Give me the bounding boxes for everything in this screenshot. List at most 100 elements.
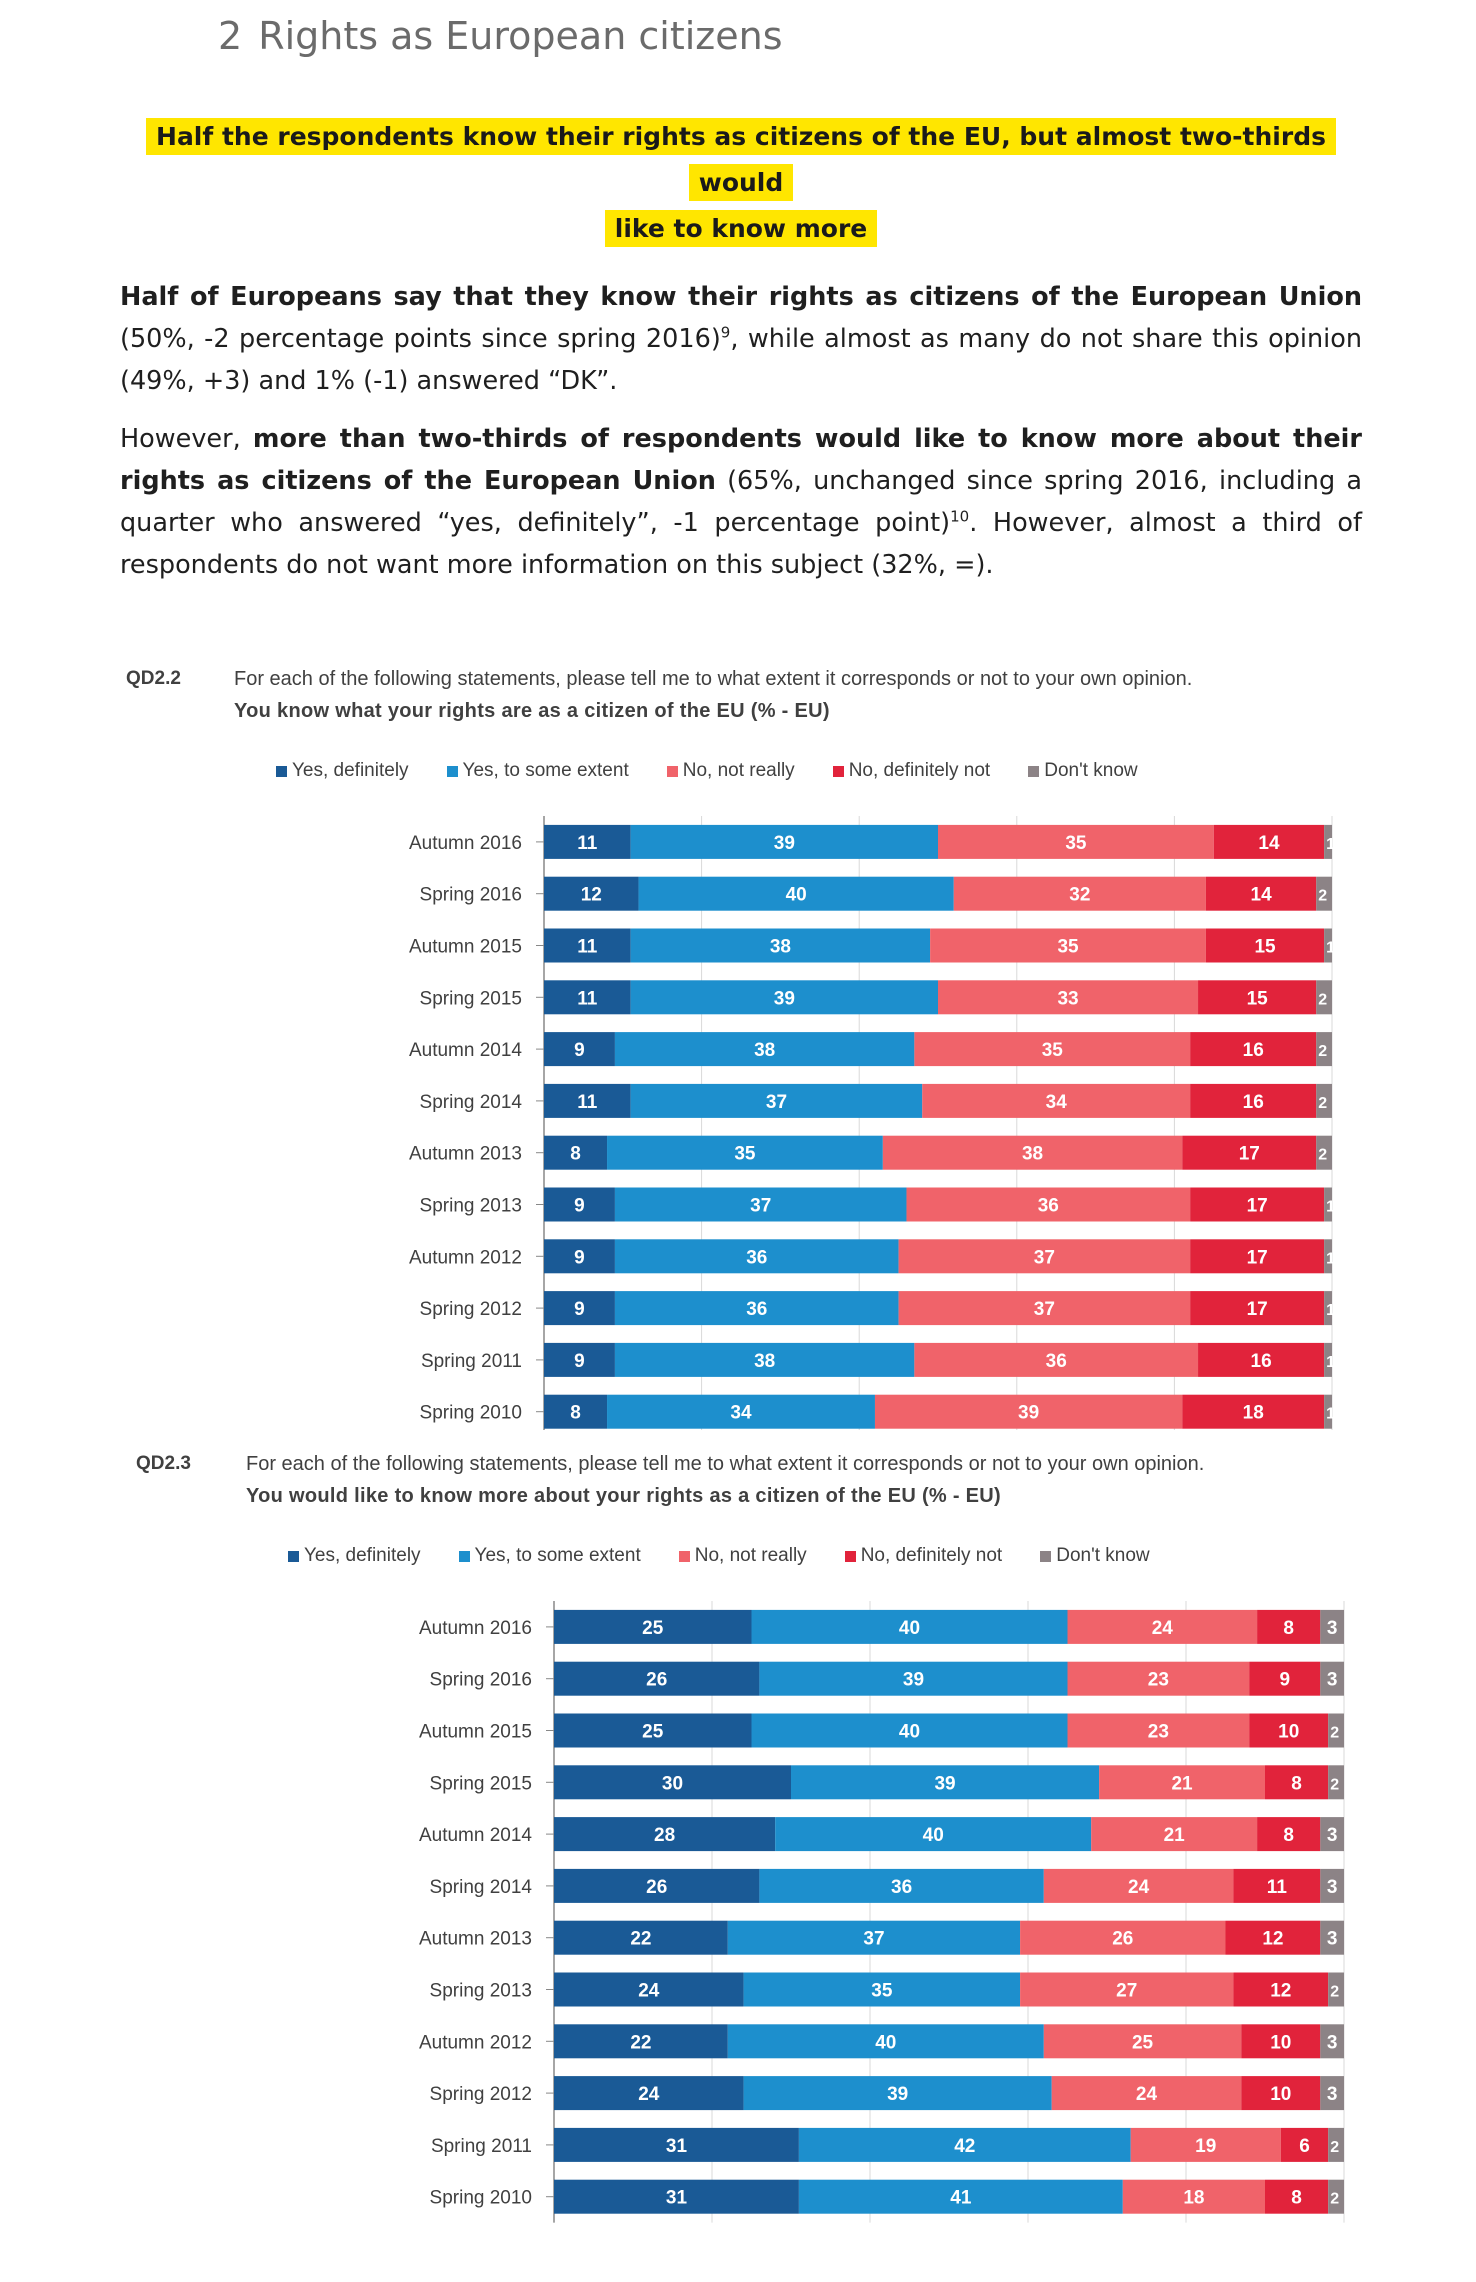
data-label: 36: [891, 1877, 912, 1898]
data-label: 24: [1128, 1877, 1150, 1898]
data-label: 37: [766, 1092, 787, 1113]
data-label: 9: [574, 1247, 585, 1268]
bar-segment: [638, 876, 954, 911]
legend-swatch: [832, 765, 844, 777]
paragraph-2-text-a: (65%, unchanged since spring 2016, inclu…: [120, 466, 1362, 538]
data-label: 8: [1283, 1618, 1294, 1639]
footnote-ref-10[interactable]: 10: [950, 507, 970, 526]
bar-segment: [1324, 1239, 1332, 1274]
data-label: 36: [1038, 1196, 1059, 1217]
data-label: 2: [1330, 1725, 1339, 1742]
data-label: 30: [662, 1773, 683, 1794]
bar-segment: [554, 1765, 791, 1800]
footnote-ref-9[interactable]: 9: [720, 323, 731, 342]
data-label: 35: [1042, 1040, 1064, 1061]
category-label: Autumn 2013: [409, 1144, 522, 1165]
data-label: 17: [1247, 1299, 1268, 1320]
bar-segment: [1213, 824, 1325, 859]
bar-segment: [554, 1817, 776, 1852]
bar-segment: [1324, 1394, 1332, 1429]
data-label: 35: [871, 1981, 893, 2002]
data-label: 26: [646, 1877, 667, 1898]
data-label: 3: [1327, 1825, 1338, 1846]
data-label: 40: [786, 885, 807, 906]
bar-segment: [914, 1342, 1199, 1377]
bar-segment: [614, 1239, 899, 1274]
legend-item-no-definitely: No, definitely not: [844, 1545, 1002, 1567]
bar-segment: [798, 2179, 1123, 2214]
data-label: 23: [1148, 1670, 1169, 1691]
data-label: 37: [1034, 1247, 1055, 1268]
category-label: Autumn 2012: [419, 2032, 532, 2053]
data-label: 1: [1326, 1354, 1335, 1371]
category-label: Spring 2010: [420, 1403, 522, 1424]
data-label: 10: [1270, 2084, 1291, 2105]
legend-swatch: [666, 765, 678, 777]
bar-segment: [1020, 1972, 1234, 2007]
bar-segment: [1316, 1083, 1332, 1118]
category-label: Spring 2015: [420, 988, 522, 1009]
data-label: 38: [754, 1040, 775, 1061]
bar-segment: [1233, 1972, 1329, 2007]
data-label: 19: [1195, 2136, 1216, 2157]
bar-segment: [607, 1135, 883, 1170]
data-label: 40: [899, 1618, 920, 1639]
data-label: 24: [1152, 1618, 1174, 1639]
chart-qd2-2: QD2.2 For each of the following statemen…: [0, 660, 1476, 1430]
bar-segment: [1067, 1661, 1250, 1696]
bar-segment: [614, 1187, 907, 1222]
bar-segment: [1249, 1713, 1329, 1748]
category-label: Autumn 2015: [419, 1722, 532, 1743]
bar-segment: [554, 1661, 760, 1696]
data-label: 25: [1132, 2032, 1154, 2053]
chart-2-code: QD2.3: [136, 1453, 191, 1474]
paragraph-1-text-b: , while almost as many do not share this…: [120, 324, 1362, 396]
data-label: 11: [577, 988, 598, 1009]
chart-1-title: You know what your rights are as a citiz…: [234, 700, 830, 722]
data-label: 6: [1299, 2136, 1310, 2157]
category-label: Spring 2012: [430, 2084, 532, 2105]
data-label: 31: [666, 2188, 688, 2209]
data-label: 32: [1069, 885, 1090, 906]
bar-segment: [1320, 1868, 1344, 1903]
data-label: 17: [1247, 1196, 1268, 1217]
bar-segment: [1316, 876, 1332, 911]
bar-segment: [791, 1765, 1100, 1800]
paragraph-1: Half of Europeans say that they know the…: [120, 276, 1362, 402]
data-label: 3: [1327, 2084, 1338, 2105]
data-label: 3: [1327, 1670, 1338, 1691]
bar-segment: [1265, 1765, 1329, 1800]
data-label: 22: [630, 2032, 651, 2053]
bar-segment: [1324, 1187, 1332, 1222]
category-label: Autumn 2014: [409, 1040, 522, 1061]
data-label: 40: [875, 2032, 896, 2053]
headline-line-1: Half the respondents know their rights a…: [156, 122, 1326, 197]
bar-segment: [554, 1868, 760, 1903]
bar-segment: [727, 1920, 1021, 1955]
data-label: 24: [638, 1981, 660, 2002]
category-label: Spring 2016: [420, 885, 522, 906]
bar-segment: [614, 1032, 915, 1067]
bar-segment: [874, 1394, 1183, 1429]
bar-segment: [1190, 1239, 1325, 1274]
data-label: 9: [574, 1299, 585, 1320]
data-label: 8: [1283, 1825, 1294, 1846]
bar-segment: [1067, 1713, 1250, 1748]
bar-segment: [930, 928, 1206, 963]
data-label: 21: [1171, 1773, 1193, 1794]
bar-segment: [743, 1972, 1021, 2007]
data-label: 15: [1254, 937, 1276, 958]
paragraph-2-start: However,: [120, 424, 253, 454]
bar-segment: [1190, 1291, 1325, 1326]
bar-segment: [554, 1609, 752, 1644]
data-label: 37: [750, 1196, 771, 1217]
bar-segment: [1190, 1032, 1317, 1067]
data-label: 3: [1327, 1877, 1338, 1898]
bar-segment: [938, 980, 1199, 1015]
bar-segment: [1190, 1187, 1325, 1222]
legend-item-yes-definitely: Yes, definitely: [288, 1545, 421, 1567]
data-label: 24: [1136, 2084, 1158, 2105]
chart-2-title: You would like to know more about your r…: [246, 1485, 1002, 1507]
data-label: 11: [577, 1092, 598, 1113]
bar-segment: [1324, 1342, 1332, 1377]
